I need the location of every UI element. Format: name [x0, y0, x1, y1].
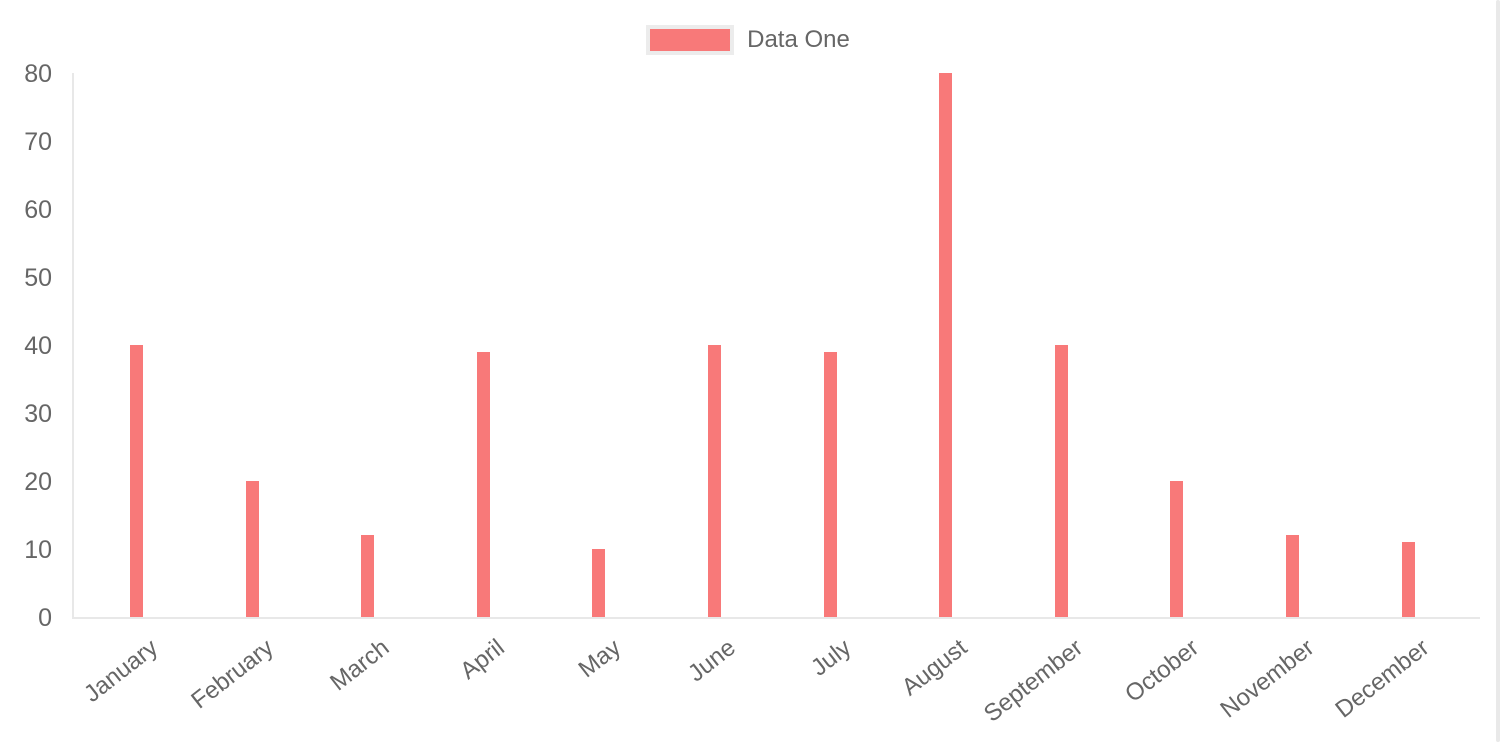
x-tick-label-march: March [325, 634, 395, 697]
bar-october[interactable] [1170, 481, 1184, 617]
x-tick-label-july: July [806, 634, 857, 682]
bar-august[interactable] [939, 73, 953, 617]
legend-color-swatch [646, 25, 735, 55]
y-tick-label-70: 70 [24, 128, 52, 156]
x-tick-label-february: February [186, 634, 279, 715]
legend-item-data-one[interactable]: Data One [0, 25, 1496, 55]
bar-september[interactable] [1054, 345, 1068, 617]
y-tick-label-0: 0 [38, 604, 52, 632]
bar-april[interactable] [476, 351, 490, 617]
bar-june[interactable] [708, 345, 721, 617]
bar-december[interactable] [1401, 542, 1415, 617]
y-tick-label-80: 80 [24, 60, 52, 88]
y-tick-label-10: 10 [24, 536, 52, 564]
x-tick-label-august: August [896, 634, 973, 702]
bar-july[interactable] [823, 351, 837, 617]
bar-february[interactable] [245, 481, 259, 617]
x-tick-label-april: April [455, 634, 510, 685]
x-tick-label-january: January [79, 634, 164, 708]
bar-january[interactable] [130, 345, 143, 617]
y-tick-label-60: 60 [24, 196, 52, 224]
legend-label: Data One [747, 26, 850, 53]
y-tick-label-30: 30 [24, 400, 52, 428]
x-tick-label-october: October [1119, 634, 1204, 708]
bar-november[interactable] [1286, 535, 1299, 617]
x-tick-label-december: December [1330, 634, 1435, 724]
x-tick-label-november: November [1215, 634, 1320, 724]
y-tick-label-50: 50 [24, 264, 52, 292]
y-axis-line [72, 73, 74, 619]
y-tick-label-20: 20 [24, 468, 52, 496]
x-tick-label-september: September [978, 634, 1088, 728]
y-tick-label-40: 40 [24, 332, 52, 360]
bar-may[interactable] [592, 549, 606, 617]
x-tick-label-may: May [573, 634, 626, 684]
bar-march[interactable] [361, 535, 375, 617]
x-axis-line [72, 617, 1480, 619]
scrollbar[interactable] [1496, 0, 1500, 742]
x-tick-label-june: June [683, 634, 742, 688]
